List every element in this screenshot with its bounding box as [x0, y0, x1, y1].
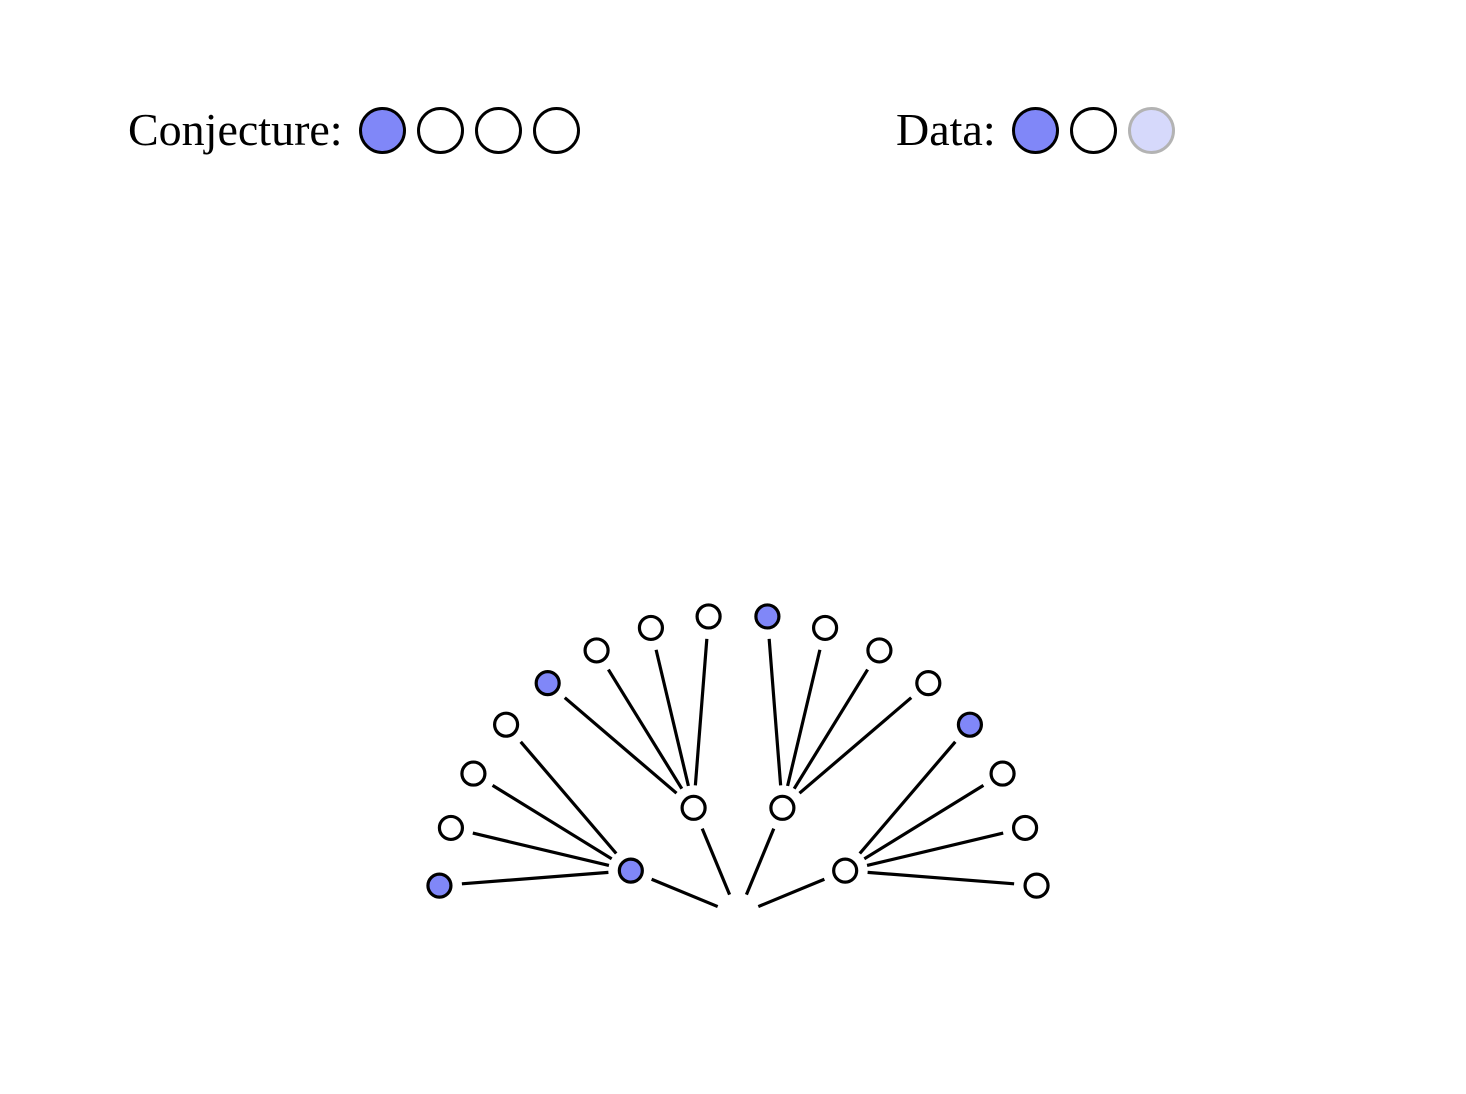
leaf-marble-2-4-empty [695, 603, 722, 630]
leaf-line-4-4 [867, 870, 1015, 886]
data-marble-1-filled [1011, 106, 1059, 154]
leaf-line-3-3 [792, 668, 869, 790]
leaf-marble-3-4-empty [915, 669, 942, 697]
data-marbles [1011, 106, 1175, 154]
leaf-line-4-2 [863, 784, 985, 861]
leaf-marble-1-4-empty [492, 711, 520, 738]
branch-marble-2-empty [680, 794, 707, 821]
leaf-marble-2-3-empty [637, 614, 665, 642]
conjecture-marble-2-empty [416, 106, 464, 154]
branch-line-2 [700, 828, 732, 896]
leaf-marble-2-1-filled [534, 669, 561, 697]
leaf-marble-3-1-filled [754, 603, 781, 630]
leaf-marble-1-2-empty [437, 814, 465, 842]
leaf-marble-3-3-empty [866, 637, 893, 664]
leaf-marble-4-3-empty [1011, 814, 1039, 842]
leaf-line-3-4 [798, 696, 913, 795]
leaf-line-3-1 [767, 638, 783, 786]
branch-marble-1-filled [617, 857, 644, 884]
leaf-marble-2-2-empty [583, 637, 610, 664]
leaf-line-1-4 [519, 740, 618, 855]
conjecture-marble-3-empty [474, 106, 522, 154]
leaf-line-2-2 [607, 668, 684, 790]
leaf-marble-4-4-empty [1023, 872, 1050, 899]
data-marble-3-faded [1127, 106, 1175, 154]
conjecture-label: Conjecture: [128, 104, 343, 155]
leaf-line-3-2 [786, 649, 822, 787]
data-marble-2-empty [1069, 106, 1117, 154]
leaf-line-4-3 [866, 831, 1004, 867]
leaf-marble-1-3-empty [460, 760, 487, 787]
leaf-line-1-1 [461, 870, 609, 886]
branch-line-1 [651, 877, 719, 909]
leaf-marble-1-1-filled [426, 872, 453, 899]
leaf-line-1-2 [472, 831, 610, 867]
data-label: Data: [896, 104, 996, 155]
branch-line-4 [757, 877, 825, 909]
conjecture-marbles [358, 106, 580, 154]
leaf-line-4-1 [858, 740, 957, 855]
leaf-marble-4-2-empty [989, 760, 1016, 787]
leaf-marble-4-1-filled [956, 711, 984, 738]
branch-marble-4-empty [832, 857, 859, 884]
leaf-line-2-1 [563, 696, 678, 795]
branch-line-3 [744, 828, 776, 896]
leaf-marble-3-2-empty [811, 614, 839, 642]
leaf-line-2-4 [693, 638, 709, 786]
conjecture-marble-1-filled [358, 106, 406, 154]
data-legend: Data: [896, 100, 1175, 160]
branch-marble-3-empty [769, 794, 796, 821]
conjecture-marble-4-empty [532, 106, 580, 154]
conjecture-legend: Conjecture: [128, 100, 580, 160]
leaf-line-2-3 [654, 649, 690, 787]
leaf-line-1-3 [491, 784, 613, 861]
